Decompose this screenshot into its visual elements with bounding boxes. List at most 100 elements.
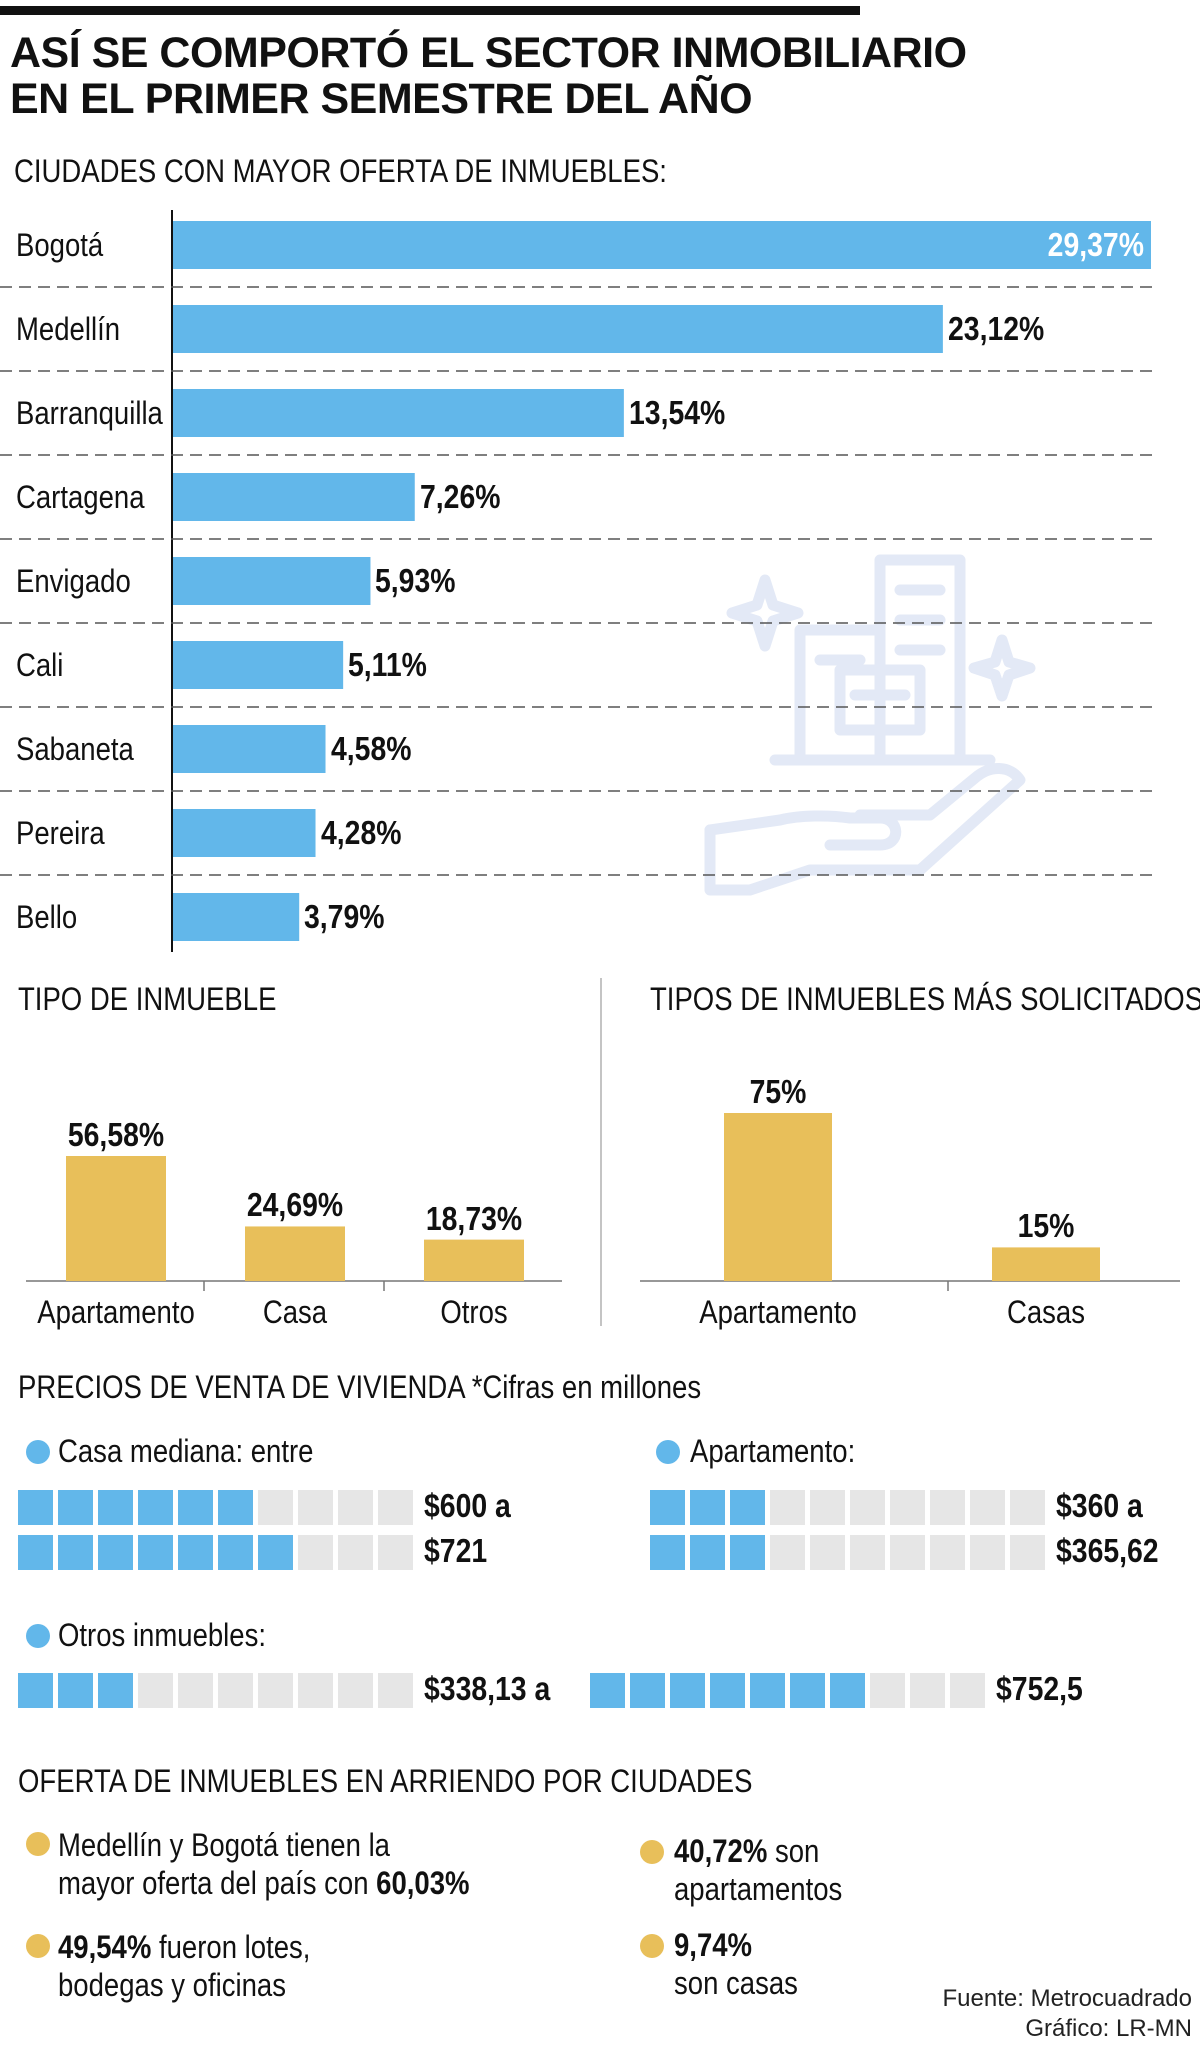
title-line-2: EN EL PRIMER SEMESTRE DEL AÑO [10,75,753,123]
solicitados-value-label: 75% [749,1073,807,1110]
tipo-chart-title: TIPO DE INMUEBLE [18,981,277,1017]
otros-min-price: $338,13 a [424,1670,551,1707]
rental-item-2-text: fueron lotes, [151,1929,311,1965]
rental-item-2: 49,54% fueron lotes, bodegas y oficinas [58,1928,310,2004]
otros-min-square-empty [298,1673,333,1708]
otros-max-square-empty [950,1673,985,1708]
otros-min-square-empty [378,1673,413,1708]
cities-chart-title: CIUDADES CON MAYOR OFERTA DE INMUEBLES: [14,153,667,189]
rental-item-1-line-2: mayor oferta del país con 60,03% [58,1864,470,1902]
apartamento-max-square-empty [970,1535,1005,1570]
rental-item-4-line-2: son casas [674,1965,798,2001]
otros-min-square-empty [178,1673,213,1708]
otros-min-square-empty [258,1673,293,1708]
apartamento-min-square-empty [850,1490,885,1525]
city-label: Bello [16,899,78,935]
apartamento-min-square-empty [930,1490,965,1525]
credit-note: Gráfico: LR-MN [1025,2015,1192,2042]
solicitados-bar [992,1247,1100,1281]
apartamento-max-square-empty [810,1535,845,1570]
tipo-bar [66,1156,166,1281]
rental-item-3: 40,72% son apartamentos [674,1832,842,1908]
apartamento-min-square-filled [650,1490,685,1525]
rental-bullet-1 [26,1832,50,1856]
solicitados-category-label: Casas [1006,1294,1085,1330]
rental-item-1-line-1: Medellín y Bogotá tienen la [58,1827,390,1863]
city-label: Envigado [16,563,131,599]
top-rule [0,6,860,15]
city-label: Cartagena [16,479,145,515]
footer: Fuente: Metrocuadrado Gráfico: LR-MN [943,1984,1192,2044]
solicitados-category-label: Apartamento [699,1294,857,1330]
tipo-category-label: Casa [262,1294,328,1330]
city-value-label: 5,11% [348,646,428,683]
casa-min-square-empty [338,1490,373,1525]
solicitados-chart-title: TIPOS DE INMUEBLES MÁS SOLICITADOS [650,981,1200,1017]
tipo-category-label: Apartamento [37,1294,195,1330]
source-note: Fuente: Metrocuadrado [942,1985,1192,2012]
city-value-label: 23,12% [947,310,1045,347]
solicitados-bar [724,1113,832,1281]
casa-max-square-filled [98,1535,133,1570]
casa-label: Casa mediana: entre [58,1433,314,1469]
casa-max-square-empty [378,1535,413,1570]
tipo-category-label: Otros [440,1294,508,1330]
apartamento-min-square-empty [970,1490,1005,1525]
apartamento-max-square-empty [1010,1535,1045,1570]
rental-item-3-value: 40,72% [674,1833,768,1869]
rental-bullet-2 [26,1934,50,1958]
rental-item-1-text: mayor oferta del país con [58,1865,377,1901]
rental-item-2-value: 49,54% [58,1929,152,1965]
apartamento-max-squares [650,1535,1050,1570]
apartamento-min-squares [650,1490,1050,1525]
city-bar [173,893,300,941]
rental-title: OFERTA DE INMUEBLES EN ARRIENDO POR CIUD… [18,1763,753,1799]
city-bar [173,809,316,857]
prices-heading: PRECIOS DE VENTA DE VIVIENDA *Cifras en … [18,1368,701,1406]
city-label: Sabaneta [16,731,134,767]
apartamento-max-square-empty [930,1535,965,1570]
casa-max-square-filled [58,1535,93,1570]
otros-min-square-empty [138,1673,173,1708]
rental-item-1-value: 60,03% [376,1865,470,1901]
city-bar [173,557,371,605]
tipo-value-label: 24,69% [246,1186,344,1224]
rental-item-3-line-1: 40,72% son [674,1832,842,1870]
otros-max-square-empty [870,1673,905,1708]
city-bar [173,305,943,353]
otros-bullet-dot [26,1624,50,1648]
city-label: Bogotá [16,227,104,263]
otros-max-square-filled [670,1673,705,1708]
casa-max-squares [18,1535,418,1570]
apartamento-max-square-filled [730,1535,765,1570]
apartamento-min-square-empty [810,1490,845,1525]
otros-max-square-filled [590,1673,625,1708]
apartamento-label: Apartamento: [690,1433,856,1469]
tipo-value-label: 56,58% [67,1116,165,1153]
casa-max-price: $721 [424,1532,488,1569]
otros-max-square-empty [910,1673,945,1708]
apartamento-min-square-empty [770,1490,805,1525]
apartamento-min-square-filled [730,1490,765,1525]
casa-min-square-empty [258,1490,293,1525]
otros-max-square-filled [750,1673,785,1708]
otros-min-square-empty [218,1673,253,1708]
otros-max-square-filled [710,1673,745,1708]
prices-note: *Cifras en millones [471,1369,702,1405]
casa-max-square-empty [338,1535,373,1570]
casa-max-square-filled [138,1535,173,1570]
casa-min-square-filled [218,1490,253,1525]
otros-max-squares [590,1673,990,1708]
otros-min-square-filled [98,1673,133,1708]
city-bar [173,641,344,689]
city-value-label: 13,54% [628,394,726,431]
apartamento-max-square-empty [850,1535,885,1570]
casa-min-square-filled [138,1490,173,1525]
apartamento-min-square-empty [1010,1490,1045,1525]
section-divider [600,978,602,1326]
rental-item-3-line-2: apartamentos [674,1871,843,1907]
city-value-label: 4,28% [320,814,401,851]
otros-max-price: $752,5 [996,1670,1083,1707]
rental-item-2-line-1: 49,54% fueron lotes, [58,1928,310,1966]
casa-bullet-dot [26,1440,50,1464]
